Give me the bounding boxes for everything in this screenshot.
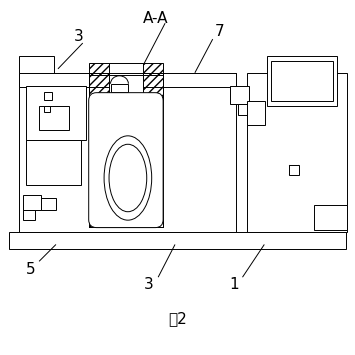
Bar <box>289 165 299 175</box>
Bar <box>19 73 235 87</box>
Bar <box>267 56 337 105</box>
Text: A-A: A-A <box>142 11 168 26</box>
Bar <box>271 61 333 100</box>
Bar <box>89 73 109 226</box>
Bar <box>89 73 163 226</box>
Bar <box>44 92 52 100</box>
Bar <box>41 198 56 210</box>
Text: 图2: 图2 <box>169 311 187 326</box>
Bar <box>19 56 54 73</box>
Bar <box>237 104 251 115</box>
Bar <box>109 63 143 75</box>
Text: 3: 3 <box>74 29 84 44</box>
Bar <box>314 205 347 230</box>
Bar <box>9 231 346 250</box>
Bar <box>23 195 41 210</box>
Bar <box>26 140 81 185</box>
Bar <box>23 210 35 220</box>
Bar <box>44 105 50 111</box>
Bar <box>247 73 347 231</box>
Bar <box>143 73 163 226</box>
Bar <box>39 105 69 130</box>
FancyBboxPatch shape <box>89 93 163 228</box>
Bar <box>109 73 143 205</box>
Bar <box>89 205 163 226</box>
Text: 3: 3 <box>143 277 153 292</box>
Bar <box>26 86 86 140</box>
Bar <box>230 86 250 104</box>
Text: 5: 5 <box>26 262 36 277</box>
Bar <box>89 63 163 75</box>
Text: 7: 7 <box>215 24 224 39</box>
Bar <box>110 84 129 92</box>
Text: 1: 1 <box>230 277 239 292</box>
Bar <box>247 100 265 125</box>
Bar <box>19 73 235 231</box>
